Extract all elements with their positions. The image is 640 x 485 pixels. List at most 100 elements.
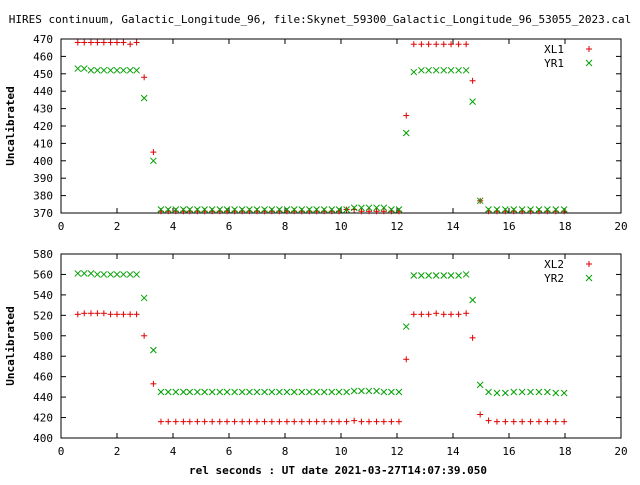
- data-point: [455, 41, 462, 48]
- data-point: [485, 206, 492, 213]
- data-point: [350, 204, 358, 212]
- data-point: [502, 389, 509, 397]
- data-point: [223, 388, 231, 396]
- legend-marker: [586, 261, 592, 267]
- data-point: [373, 418, 380, 425]
- data-point: [87, 270, 95, 277]
- data-point: [100, 310, 107, 317]
- data-point: [113, 271, 121, 278]
- data-point: [94, 271, 101, 278]
- data-point: [246, 388, 253, 396]
- data-point: [410, 68, 418, 76]
- plot-frame: [60, 38, 622, 214]
- x-tick-label: 12: [390, 220, 403, 233]
- data-point: [87, 39, 94, 46]
- data-point: [527, 206, 534, 213]
- data-point: [186, 418, 193, 425]
- data-point: [493, 418, 500, 425]
- y-tick-label: 370: [33, 207, 53, 220]
- data-point: [246, 418, 253, 425]
- x-axis-label: rel seconds : UT date 2021-03-27T14:07:3…: [189, 464, 487, 477]
- data-point: [201, 206, 208, 213]
- data-point: [395, 206, 403, 213]
- data-point: [433, 310, 440, 317]
- data-point: [120, 311, 127, 318]
- data-point: [535, 388, 543, 396]
- data-point: [410, 272, 418, 279]
- data-point: [306, 418, 313, 425]
- data-point: [552, 389, 560, 397]
- data-point: [502, 206, 509, 213]
- data-point: [388, 206, 395, 213]
- data-point: [290, 388, 298, 396]
- x-tick-label: 20: [614, 445, 627, 458]
- plot-frame: [60, 253, 622, 439]
- data-point: [418, 272, 425, 279]
- data-point: [283, 388, 291, 396]
- y-tick-label: 460: [33, 371, 53, 384]
- data-point: [448, 311, 455, 318]
- data-point: [351, 417, 358, 424]
- data-point: [298, 206, 306, 213]
- data-point: [140, 294, 148, 302]
- data-point: [418, 66, 425, 74]
- data-point: [133, 66, 140, 74]
- data-point: [224, 418, 231, 425]
- data-point: [336, 418, 343, 425]
- data-point: [552, 206, 560, 213]
- data-point: [231, 418, 238, 425]
- y-tick-label: 520: [33, 309, 53, 322]
- data-point: [366, 418, 372, 425]
- x-tick-label: 14: [446, 445, 460, 458]
- data-point: [328, 388, 336, 396]
- data-point: [164, 388, 172, 396]
- y-tick-label: 450: [33, 68, 53, 81]
- data-point: [74, 65, 82, 72]
- data-point: [328, 206, 336, 213]
- data-point: [201, 388, 208, 396]
- data-point: [440, 41, 447, 48]
- data-point: [87, 310, 94, 317]
- data-point: [477, 411, 484, 418]
- data-point: [157, 206, 165, 213]
- x-tick-label: 4: [170, 445, 177, 458]
- y-tick-label: 440: [33, 391, 53, 404]
- data-point: [320, 206, 328, 213]
- data-point: [261, 206, 268, 213]
- legend-label: XL2: [544, 258, 564, 271]
- x-tick-label: 8: [282, 220, 289, 233]
- data-point: [455, 272, 462, 279]
- x-tick-label: 6: [226, 220, 233, 233]
- x-tick-label: 8: [282, 445, 289, 458]
- data-point: [208, 206, 216, 213]
- data-point: [425, 66, 432, 74]
- upper-panel: 370 380 390 400 410 420 430 440 450 460 470 0 2 4 6 8 10…: [4, 33, 628, 233]
- y-tick-label: 420: [33, 412, 53, 425]
- data-point: [165, 418, 172, 425]
- data-point: [552, 418, 559, 425]
- data-point: [343, 206, 350, 213]
- data-point: [485, 388, 492, 396]
- data-point: [268, 206, 276, 213]
- data-point: [518, 388, 526, 396]
- x-tick-label: 0: [58, 220, 65, 233]
- data-point: [246, 206, 253, 213]
- data-point: [440, 66, 448, 74]
- data-point: [380, 204, 388, 212]
- data-point: [94, 310, 101, 317]
- data-point: [313, 206, 320, 213]
- data-point: [231, 388, 238, 396]
- data-point: [463, 310, 470, 317]
- data-point: [535, 418, 542, 425]
- data-point: [365, 204, 373, 212]
- data-point: [268, 388, 276, 396]
- data-point: [519, 418, 526, 425]
- data-point: [373, 204, 380, 212]
- data-point: [440, 272, 448, 279]
- data-point: [447, 66, 455, 74]
- data-point: [388, 418, 395, 425]
- data-point: [141, 74, 148, 81]
- data-point: [469, 296, 476, 304]
- legend-marker: [585, 59, 593, 67]
